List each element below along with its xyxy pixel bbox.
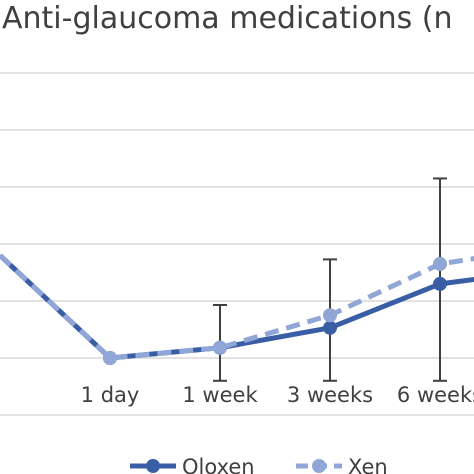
x-tick-label: 1 day — [81, 383, 140, 407]
x-tick-label: 3 weeks — [287, 383, 373, 407]
chart-title: Anti-glaucoma medications (n — [2, 1, 453, 36]
data-point-oloxen — [433, 276, 447, 291]
legend-item-oloxen: Oloxen — [130, 455, 255, 474]
data-point-oloxen — [323, 320, 337, 335]
legend-item-xen: Xen — [296, 455, 388, 474]
data-point-xen — [323, 308, 337, 323]
series-line-oloxen — [0, 253, 474, 361]
series-line-xen — [0, 253, 474, 361]
data-point-xen — [433, 256, 447, 271]
gridlines — [0, 72, 474, 416]
svg-text:Xen: Xen — [348, 455, 388, 474]
data-point-xen — [103, 351, 117, 365]
data-point-xen — [213, 340, 227, 355]
x-tick-label: 1 week — [182, 383, 258, 407]
legend: Oloxen Xen — [130, 455, 388, 474]
series-lines — [0, 253, 474, 365]
x-tick-label: 6 weeks — [397, 383, 474, 407]
svg-text:Oloxen: Oloxen — [182, 455, 255, 474]
